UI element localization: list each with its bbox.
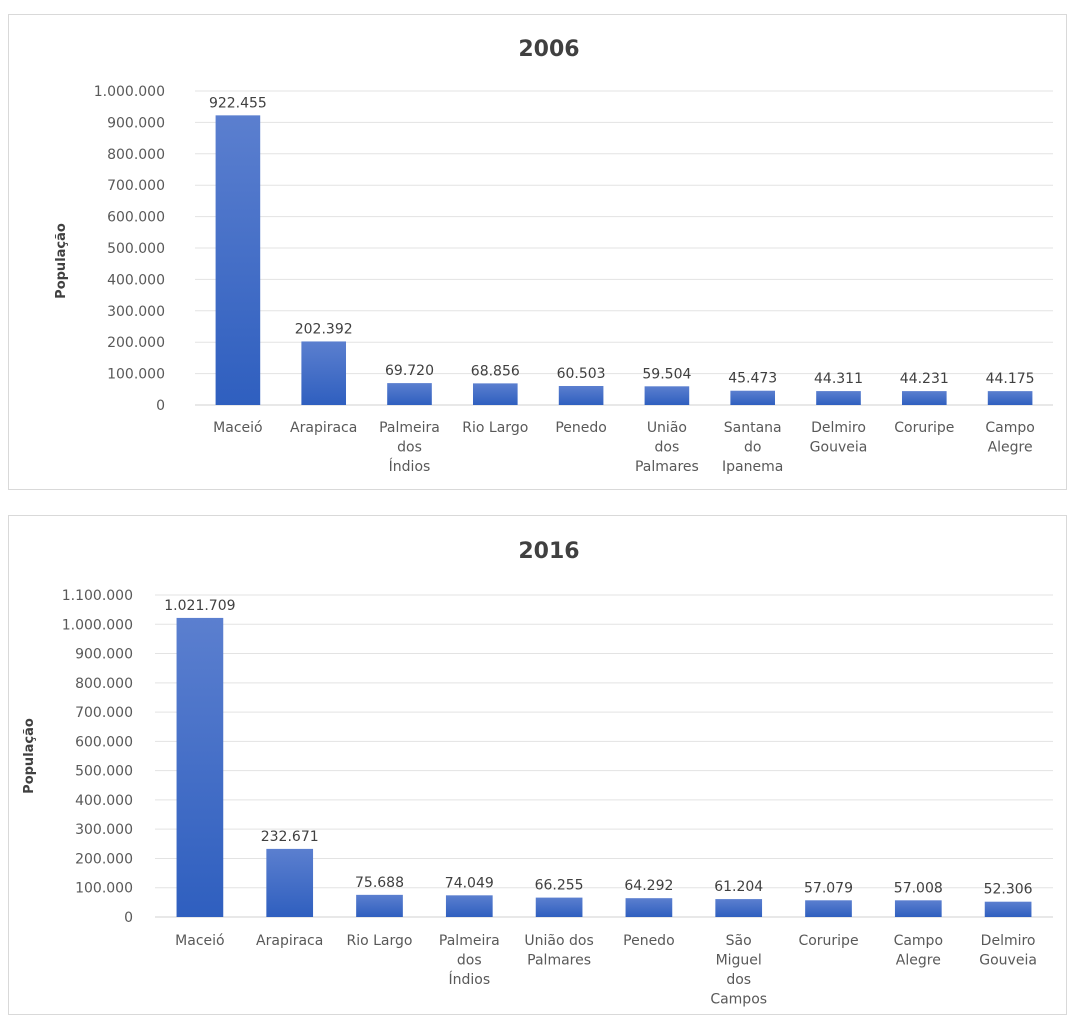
y-axis-ticks: 0 100.000 200.000 300.000 400.000 500.000 600.… [94,84,165,414]
data-label-arapiraca: 232.671 [261,829,319,845]
bar-arapiraca [301,341,347,405]
category-label-campo-alegre: Campo Alegre [894,933,943,969]
category-label-rio-largo: Rio Largo [462,420,528,436]
bar-palmeira-dos-indios [445,895,493,917]
data-label-campo-alegre: 44.175 [986,371,1035,387]
y-tick-label: 300.000 [75,822,133,838]
data-label-uniao-dos-palmares: 66.255 [535,878,584,894]
bar-uniao-dos-palmares [644,386,690,405]
category-label-delmiro-gouveia: Delmiro Gouveia [810,420,868,456]
y-tick-label: 800.000 [107,147,165,163]
bar-sao-miguel-dos-campos [715,899,763,917]
category-label-palmeira-dos-indios: Palmeira dos Índios [379,420,440,475]
chart-panel-2006: 2006 População 0 100.000 200.000 300.000 400… [8,14,1067,490]
data-label-campo-alegre: 57.008 [894,880,943,896]
category-label-campo-alegre: Campo Alegre [985,420,1034,456]
y-tick-label: 1.100.000 [62,588,133,604]
data-label-uniao-dos-palmares: 59.504 [642,366,691,382]
data-label-sao-miguel-dos-campos: 61.204 [714,879,763,895]
data-label-penedo: 64.292 [624,878,673,894]
category-label-arapiraca: Arapiraca [290,420,357,436]
category-label-palmeira-dos-indios: Palmeira dos Índios [439,933,500,988]
bar-maceio [215,115,261,406]
bar-palmeira-dos-indios [387,383,432,405]
bar-coruripe [901,391,947,405]
data-label-penedo: 60.503 [557,366,606,382]
bar-chart-2006: 2006 População 0 100.000 200.000 300.000 400… [54,37,1053,475]
data-label-maceio: 1.021.709 [164,598,235,614]
data-label-santana-do-ipanema: 45.473 [728,371,777,387]
category-label-coruripe: Coruripe [798,933,858,949]
bar-arapiraca [266,848,314,917]
y-tick-label: 800.000 [75,676,133,692]
y-axis-ticks: 0 100.000 200.000 300.000 400.000 500.000 600.… [62,588,133,926]
y-tick-label: 300.000 [107,304,165,320]
data-label-maceio: 922.455 [209,95,267,111]
y-tick-label: 200.000 [75,851,133,867]
y-tick-label: 400.000 [75,793,133,809]
y-tick-label: 700.000 [107,178,165,194]
data-label-palmeira-dos-indios: 74.049 [445,875,494,891]
bar-santana-do-ipanema [730,390,776,405]
bar-delmiro-gouveia [984,901,1032,917]
data-label-delmiro-gouveia: 52.306 [984,882,1033,898]
category-label-maceio: Maceió [175,933,224,949]
y-tick-label: 600.000 [107,210,165,226]
chart-title: 2006 [518,37,579,62]
y-axis-title: População [22,718,37,794]
category-label-sao-miguel-dos-campos: São Miguel dos Campos [710,933,767,1008]
bar-rio-largo [356,894,403,917]
data-labels: 1.021.709 232.671 75.688 74.049 66.255 64.292… [164,598,1032,898]
category-label-arapiraca: Arapiraca [256,933,323,949]
y-tick-label: 100.000 [107,367,165,383]
y-tick-label: 500.000 [75,764,133,780]
chart-panel-2016: 2016 População 0 100.000 200.000 300.000 400… [8,515,1067,1015]
category-label-penedo: Penedo [623,933,675,949]
data-label-coruripe: 44.231 [900,371,949,387]
category-label-uniao-dos-palmares: União dos Palmares [524,933,593,969]
data-label-rio-largo: 75.688 [355,875,404,891]
category-label-santana-do-ipanema: Santana do Ipanema [722,420,783,475]
bar-coruripe [805,900,852,917]
category-labels: Maceió Arapiraca Rio Largo Palmeira dos Índio… [175,933,1037,1008]
bar-penedo [558,386,604,405]
bar-maceio [176,617,224,917]
category-labels: Maceió Arapiraca Palmeira dos Índios Rio Larg… [213,420,1035,475]
y-tick-label: 100.000 [75,881,133,897]
data-labels: 922.455 202.392 69.720 68.856 60.503 59.504 45… [209,95,1035,387]
bars [215,115,1033,406]
category-label-rio-largo: Rio Largo [347,933,413,949]
category-label-uniao-dos-palmares: União dos Palmares [635,420,699,475]
category-label-delmiro-gouveia: Delmiro Gouveia [979,933,1037,969]
data-label-rio-largo: 68.856 [471,363,520,379]
y-tick-label: 400.000 [107,272,165,288]
y-tick-label: 900.000 [107,115,165,131]
bar-campo-alegre [894,900,942,917]
y-tick-label: 900.000 [75,647,133,663]
bar-penedo [625,898,673,917]
bar-uniao-dos-palmares [535,897,583,917]
category-label-penedo: Penedo [555,420,607,436]
chart-title: 2016 [518,539,579,564]
data-label-coruripe: 57.079 [804,880,853,896]
bar-campo-alegre [987,391,1033,405]
y-tick-label: 200.000 [107,335,165,351]
y-tick-label: 500.000 [107,241,165,257]
y-axis-title: População [54,223,69,299]
category-label-coruripe: Coruripe [894,420,954,436]
y-tick-label: 0 [124,910,133,926]
y-tick-label: 1.000.000 [62,617,133,633]
y-tick-label: 600.000 [75,734,133,750]
bar-rio-largo [472,383,518,405]
bars [176,617,1032,917]
data-label-arapiraca: 202.392 [295,321,353,337]
data-label-palmeira-dos-indios: 69.720 [385,363,434,379]
data-label-delmiro-gouveia: 44.311 [814,371,863,387]
category-label-maceio: Maceió [213,420,262,436]
y-tick-label: 0 [156,398,165,414]
y-tick-label: 700.000 [75,705,133,721]
bar-delmiro-gouveia [816,391,861,405]
bar-chart-2016: 2016 População 0 100.000 200.000 300.000 400… [22,539,1053,1008]
y-tick-label: 1.000.000 [94,84,165,100]
